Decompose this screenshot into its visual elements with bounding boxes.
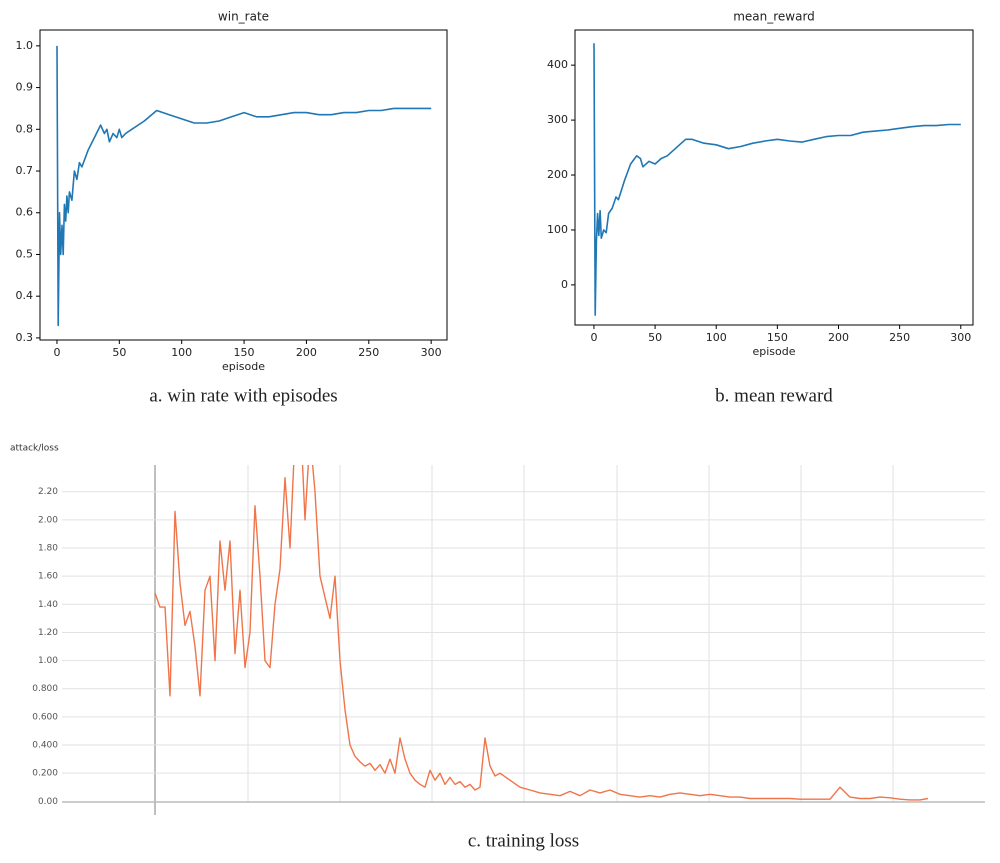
x-tick-label: 300 — [421, 346, 442, 359]
x-axis-label: episode — [222, 360, 265, 373]
y-tick-label: 300 — [547, 113, 568, 126]
data-line — [593, 43, 961, 316]
y-tick-label: 1.40 — [38, 600, 58, 610]
y-tick-label: 0.800 — [32, 684, 58, 694]
caption: c. training loss — [468, 830, 579, 851]
y-tick-label: 0.200 — [32, 769, 58, 779]
x-axis-label: episode — [752, 345, 795, 358]
x-tick-label: 0 — [590, 331, 597, 344]
x-tick-label: 250 — [889, 331, 910, 344]
y-tick-label: 200 — [547, 168, 568, 181]
x-tick-label: 50 — [648, 331, 662, 344]
x-tick-label: 300 — [950, 331, 971, 344]
y-tick-label: 1.20 — [38, 628, 58, 638]
y-tick-label: 0.5 — [16, 247, 34, 260]
chart-title: mean_reward — [733, 10, 815, 24]
x-tick-label: 150 — [767, 331, 788, 344]
y-tick-label: 0.7 — [16, 164, 34, 177]
x-tick-label: 200 — [828, 331, 849, 344]
y-tick-label: 0 — [561, 278, 568, 291]
caption: b. mean reward — [715, 385, 833, 406]
y-tick-label: 0.3 — [16, 331, 34, 344]
y-tick-label: 0.600 — [32, 712, 58, 722]
y-tick-label: 0.4 — [16, 289, 34, 302]
chart-title: win_rate — [218, 10, 269, 24]
x-tick-label: 150 — [234, 346, 255, 359]
y-tick-label: 0.400 — [32, 741, 58, 751]
y-tick-label: 0.6 — [16, 206, 34, 219]
x-tick-label: 0 — [53, 346, 60, 359]
y-tick-label: 1.00 — [38, 656, 58, 666]
y-tick-label: 0.8 — [16, 122, 34, 135]
chart-title: attack/loss — [10, 444, 59, 454]
plot-frame — [39, 29, 448, 341]
y-tick-label: 400 — [547, 58, 568, 71]
y-tick-label: 0.9 — [16, 81, 34, 94]
y-tick-label: 2.00 — [38, 515, 58, 525]
x-tick-label: 100 — [171, 346, 192, 359]
data-line — [154, 465, 929, 801]
x-tick-label: 200 — [296, 346, 317, 359]
caption: a. win rate with episodes — [149, 385, 337, 406]
plot-frame — [574, 29, 974, 326]
vertical-grid — [62, 465, 985, 815]
y-tick-label: 1.0 — [16, 39, 34, 52]
x-tick-label: 250 — [358, 346, 379, 359]
y-tick-label: 2.20 — [38, 487, 58, 497]
y-tick-label: 1.60 — [38, 572, 58, 582]
data-line — [56, 45, 432, 327]
x-tick-label: 100 — [706, 331, 727, 344]
y-tick-label: 1.80 — [38, 544, 58, 554]
y-tick-label: 100 — [547, 223, 568, 236]
y-tick-label: 0.00 — [38, 797, 58, 807]
x-tick-label: 50 — [112, 346, 126, 359]
